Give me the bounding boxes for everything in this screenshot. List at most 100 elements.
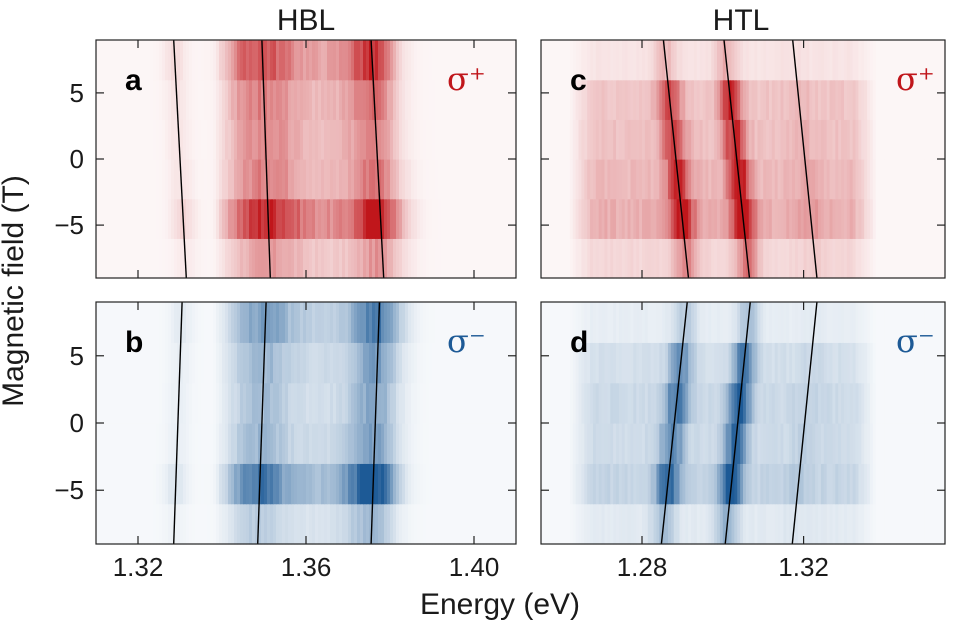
heatmap-cell xyxy=(510,463,514,505)
heatmap-cell xyxy=(312,40,316,81)
heatmap-cell xyxy=(734,119,738,160)
heatmap-cell xyxy=(800,503,805,545)
heatmap-cell xyxy=(453,342,457,384)
heatmap-cell xyxy=(711,342,715,384)
heatmap-cell xyxy=(768,198,773,239)
heatmap-cell xyxy=(869,40,874,81)
heatmap-cell xyxy=(144,423,148,464)
heatmap-cell xyxy=(252,302,256,343)
heatmap-cell xyxy=(120,382,124,424)
heatmap-cell xyxy=(558,40,562,81)
heatmap-cell xyxy=(815,40,819,81)
heatmap-cell xyxy=(719,302,724,343)
heatmap-cell xyxy=(711,198,715,239)
heatmap-cell xyxy=(429,463,433,505)
heatmap-cell xyxy=(288,238,292,279)
heatmap-cell xyxy=(595,423,600,464)
heatmap-cell xyxy=(297,302,301,343)
heatmap-cell xyxy=(342,302,346,343)
heatmap-cell xyxy=(904,238,909,279)
heatmap-cell xyxy=(429,382,433,424)
heatmap-cell xyxy=(846,238,851,279)
heatmap-cell xyxy=(610,40,614,81)
heatmap-cell xyxy=(546,238,551,279)
heatmap-cell xyxy=(737,198,741,239)
heatmap-cell xyxy=(171,342,175,384)
heatmap-cell xyxy=(396,238,400,279)
heatmap-cell xyxy=(303,302,307,343)
heatmap-cell xyxy=(189,503,193,545)
heatmap-cell xyxy=(294,423,298,464)
heatmap-cell xyxy=(644,463,649,505)
heatmap-cell xyxy=(111,302,115,343)
heatmap-cell xyxy=(147,119,151,160)
heatmap-cell xyxy=(333,342,337,384)
heatmap-cell xyxy=(240,503,244,545)
heatmap-cell xyxy=(598,159,603,200)
heatmap-cell xyxy=(584,40,588,81)
heatmap-cell xyxy=(483,119,487,160)
heatmap-cell xyxy=(495,40,499,81)
heatmap-cell xyxy=(402,423,406,464)
heatmap-cell xyxy=(327,342,331,384)
heatmap-cell xyxy=(465,119,469,160)
heatmap-cell xyxy=(682,342,686,384)
heatmap-cell xyxy=(890,503,894,545)
heatmap-cell xyxy=(465,503,469,545)
heatmap-cell xyxy=(384,342,388,384)
heatmap-cell xyxy=(818,463,822,505)
heatmap-cell xyxy=(708,40,712,81)
heatmap-cell xyxy=(174,198,178,239)
heatmap-cell xyxy=(806,238,810,279)
heatmap-cell xyxy=(569,463,574,505)
heatmap-cell xyxy=(138,503,142,545)
heatmap-cell xyxy=(601,302,606,343)
heatmap-cell xyxy=(225,159,229,200)
heatmap-cell xyxy=(483,79,487,120)
heatmap-cell xyxy=(647,382,652,424)
heatmap-cell xyxy=(618,503,623,545)
heatmap-cell xyxy=(492,302,496,343)
heatmap-cell xyxy=(864,382,868,424)
heatmap-cell xyxy=(797,342,802,384)
heatmap-cell xyxy=(123,382,127,424)
heatmap-cell xyxy=(354,159,358,200)
heatmap-cell xyxy=(676,423,681,464)
heatmap-cell xyxy=(792,238,796,279)
heatmap-cell xyxy=(771,503,776,545)
heatmap-cell xyxy=(543,40,548,81)
heatmap-cell xyxy=(513,342,517,384)
heatmap-cell xyxy=(408,302,412,343)
heatmap-cell xyxy=(679,198,683,239)
heatmap-cell xyxy=(616,503,620,545)
heatmap-cell xyxy=(357,238,361,279)
heatmap-cell xyxy=(728,503,733,545)
heatmap-cell xyxy=(474,40,478,81)
heatmap-cell xyxy=(852,342,857,384)
heatmap-cell xyxy=(366,342,370,384)
heatmap-cell xyxy=(162,198,166,239)
heatmap-cell xyxy=(930,302,935,343)
heatmap-cell xyxy=(691,302,695,343)
heatmap-cell xyxy=(930,382,935,424)
heatmap-cell xyxy=(288,463,292,505)
heatmap-cell xyxy=(844,302,848,343)
heatmap-cell xyxy=(846,342,851,384)
heatmap-cell xyxy=(477,342,481,384)
heatmap-cell xyxy=(642,198,646,239)
heatmap-cell xyxy=(725,159,730,200)
heatmap-cell xyxy=(760,302,764,343)
heatmap-cell xyxy=(156,238,160,279)
heatmap-cell xyxy=(777,503,782,545)
heatmap-cell xyxy=(177,463,181,505)
heatmap-cell xyxy=(414,382,418,424)
heatmap-cell xyxy=(390,302,394,343)
heatmap-cell xyxy=(832,159,836,200)
heatmap-cell xyxy=(426,198,430,239)
heatmap-cell xyxy=(408,119,412,160)
heatmap-cell xyxy=(792,40,796,81)
heatmap-cell xyxy=(129,79,133,120)
heatmap-cell xyxy=(231,198,235,239)
heatmap-cell xyxy=(396,423,400,464)
heatmap-cell xyxy=(264,198,268,239)
